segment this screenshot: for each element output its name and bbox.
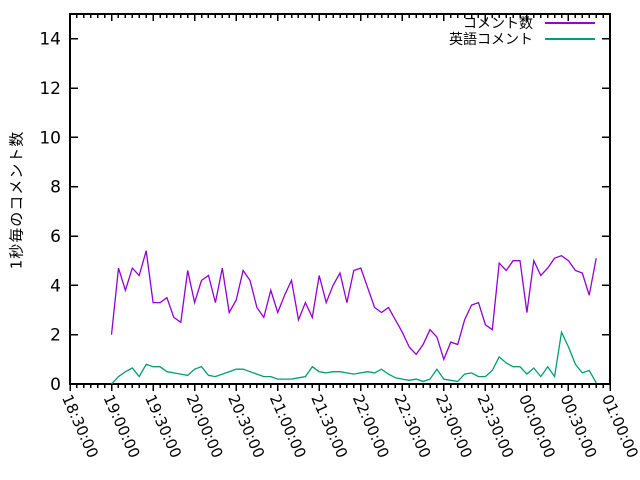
x-tick-label: 00:30:00 — [557, 392, 601, 461]
x-tick-label: 22:30:00 — [390, 392, 434, 461]
y-tick-label: 2 — [50, 326, 61, 346]
x-tick-label: 20:00:00 — [183, 392, 227, 461]
legend-line-sample-english-comments — [545, 38, 595, 40]
legend-label-comments: コメント数 — [463, 16, 533, 32]
y-tick-label: 8 — [50, 178, 61, 198]
series-line-0 — [110, 250, 597, 362]
y-axis-title: 1秒毎のコメント数 — [7, 130, 26, 270]
x-tick-label: 23:00:00 — [432, 392, 476, 461]
y-tick-label: 12 — [39, 79, 61, 99]
legend-label-english-comments: 英語コメント — [449, 32, 533, 48]
x-tick-label: 20:30:00 — [224, 392, 268, 461]
y-tick-label: 10 — [39, 128, 61, 148]
x-tick-label: 23:30:00 — [473, 392, 517, 461]
series-line-1 — [111, 330, 597, 385]
x-tick-label: 22:00:00 — [349, 392, 393, 461]
x-tick-label: 19:00:00 — [100, 392, 144, 461]
y-tick-label: 14 — [39, 30, 61, 50]
y-tick-label: 6 — [50, 227, 61, 247]
x-tick-label: 21:00:00 — [266, 392, 310, 461]
plot-border — [69, 13, 611, 385]
legend: コメント数 英語コメント — [449, 15, 595, 48]
x-tick-label: 18:30:00 — [58, 392, 102, 461]
x-tick-label: 21:30:00 — [307, 392, 351, 461]
legend-item-comments: コメント数 — [463, 15, 595, 32]
legend-line-sample-comments — [545, 22, 595, 24]
x-tick-label: 01:00:00 — [598, 392, 640, 461]
y-tick-label: 4 — [50, 276, 61, 296]
x-tick-label: 00:00:00 — [515, 392, 559, 461]
legend-item-english-comments: 英語コメント — [449, 31, 595, 48]
y-tick-label: 0 — [50, 375, 61, 395]
x-tick-label: 19:30:00 — [141, 392, 185, 461]
